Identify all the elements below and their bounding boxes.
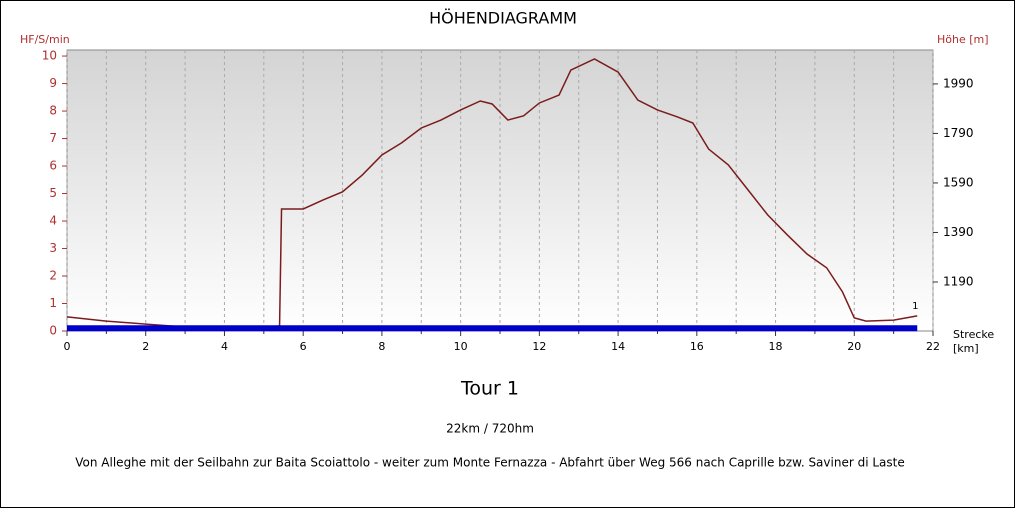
x-tick-label: 20	[847, 340, 861, 353]
y-tick-label: 0	[49, 324, 57, 338]
y-tick-label: 6	[49, 159, 57, 173]
x-tick-label: 8	[378, 340, 385, 353]
y-tick-label: 7	[49, 131, 57, 145]
x-tick-label: 6	[300, 340, 307, 353]
tour-stats: 22km / 720hm	[446, 422, 534, 436]
y2-axis-label: Höhe [m]	[937, 33, 989, 46]
y-tick-label: 1	[49, 296, 57, 310]
tour-description: Von Alleghe mit der Seilbahn zur Baita S…	[75, 456, 904, 470]
x-tick-label: 22	[926, 340, 940, 353]
x-tick-label: 14	[611, 340, 625, 353]
x-tick-label: 10	[454, 340, 468, 353]
series-line	[66, 58, 918, 329]
y-tick-label: 4	[49, 214, 57, 228]
x-tick-label: 0	[64, 340, 71, 353]
y-tick-label: 5	[49, 186, 57, 200]
x-axis-label: [km]	[953, 342, 979, 355]
y-tick-label: 3	[49, 241, 57, 255]
y2-tick-label: 1990	[943, 76, 974, 90]
y-tick-label: 9	[49, 76, 57, 90]
x-tick-label: 16	[690, 340, 704, 353]
x-tick-label: 18	[769, 340, 783, 353]
x-tick-label: 4	[221, 340, 228, 353]
y2-tick-label: 1190	[943, 274, 974, 288]
x-axis-label: Strecke	[953, 328, 994, 341]
y-tick-label: 10	[42, 49, 57, 63]
x-tick-label: 12	[532, 340, 546, 353]
y2-tick-label: 1790	[943, 126, 974, 140]
chart-title: HÖHENDIAGRAMM	[429, 9, 577, 28]
annotation: 1	[912, 301, 918, 312]
y-tick-label: 8	[49, 104, 57, 118]
tour-name: Tour 1	[460, 378, 519, 400]
x-tick-label: 2	[142, 340, 149, 353]
y2-tick-label: 1590	[943, 175, 974, 189]
y2-tick-label: 1390	[943, 225, 974, 239]
y-tick-label: 2	[49, 269, 57, 283]
y-axis-label: HF/S/min	[20, 33, 70, 46]
